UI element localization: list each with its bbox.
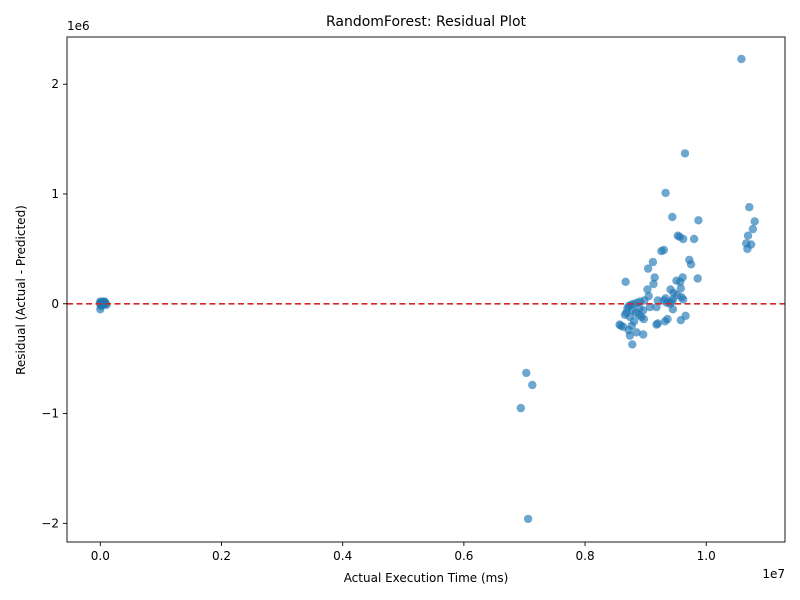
y-tick-label: 0 <box>51 297 59 311</box>
data-point <box>649 279 658 289</box>
data-point <box>652 320 661 329</box>
data-point <box>516 403 525 413</box>
chart-title: RandomForest: Residual Plot <box>326 14 527 30</box>
y-ticks: −2 −1 0 1 2 <box>41 77 67 530</box>
data-point <box>693 274 702 283</box>
data-point <box>679 234 688 244</box>
data-point <box>652 302 661 312</box>
data-point <box>750 217 759 226</box>
data-point <box>645 302 655 312</box>
data-point <box>522 368 531 378</box>
data-point <box>663 314 672 324</box>
data-point <box>615 320 624 329</box>
points-layer <box>96 54 759 524</box>
plot-frame <box>66 36 786 543</box>
data-point <box>643 285 652 294</box>
data-point <box>694 216 703 225</box>
data-point <box>643 264 653 273</box>
x-tick-label: 1.0 <box>697 549 716 563</box>
x-tick-label: 0.0 <box>91 549 110 563</box>
data-point <box>639 314 648 324</box>
data-point <box>679 295 688 304</box>
data-point <box>639 330 648 339</box>
data-point <box>528 380 537 390</box>
y-tick-label: 1 <box>51 187 59 201</box>
data-point <box>748 224 758 234</box>
data-point <box>635 304 644 313</box>
y-tick-label: −2 <box>41 516 59 530</box>
x-tick-label: 0.4 <box>333 549 352 563</box>
data-point <box>737 54 746 64</box>
x-tick-label: 0.8 <box>576 549 595 563</box>
x-tick-label: 0.2 <box>212 549 231 563</box>
y-axis-label: Residual (Actual - Predicted) <box>14 205 28 375</box>
y-tick-label: −1 <box>41 407 59 421</box>
data-point <box>650 273 659 282</box>
x-offset-text: 1e7 <box>762 567 785 581</box>
data-point <box>628 340 637 349</box>
data-point <box>745 203 754 212</box>
data-point <box>653 296 662 305</box>
data-point <box>743 231 753 240</box>
data-point <box>668 212 677 222</box>
data-point <box>676 284 685 293</box>
data-point <box>661 188 670 198</box>
data-point <box>523 514 533 524</box>
plot-area <box>67 37 785 542</box>
data-point <box>625 331 635 340</box>
data-point <box>681 311 690 320</box>
data-point <box>632 328 641 337</box>
y-offset-text: 1e6 <box>67 19 90 33</box>
data-point <box>676 277 685 286</box>
data-point <box>659 245 668 255</box>
x-ticks: 0.0 0.2 0.4 0.6 0.8 1.0 <box>91 542 716 563</box>
x-tick-label: 0.6 <box>454 549 473 563</box>
data-point <box>689 234 699 244</box>
x-axis-label: Actual Execution Time (ms) <box>344 571 509 585</box>
data-point <box>621 277 630 286</box>
data-point <box>680 149 690 158</box>
data-point <box>648 257 658 267</box>
data-point <box>743 244 752 254</box>
y-tick-label: 2 <box>51 77 59 91</box>
data-point <box>686 260 696 269</box>
